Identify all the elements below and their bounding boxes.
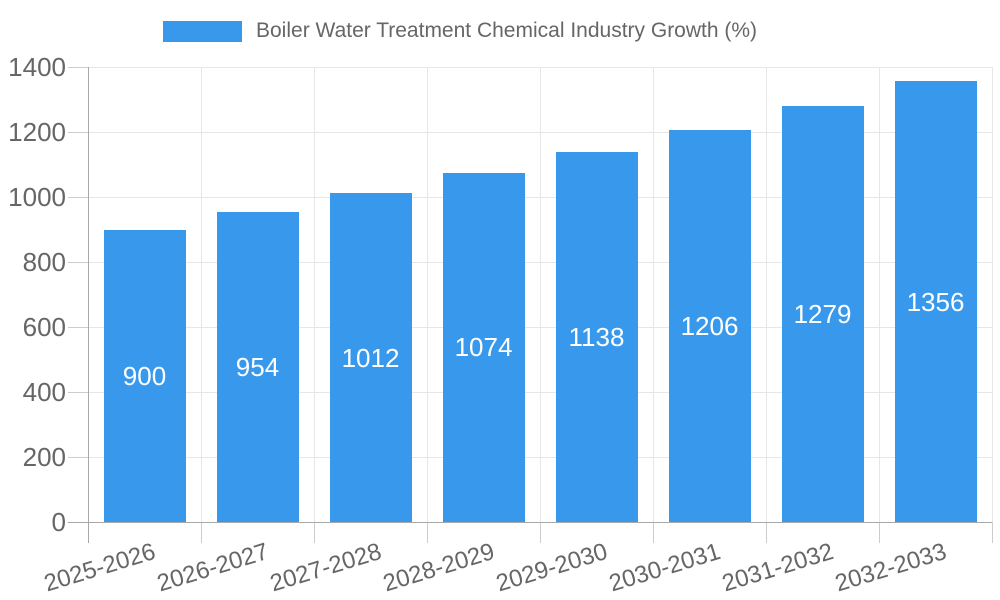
y-axis-tick: [68, 327, 88, 328]
x-tick-label: 2030-2031: [605, 538, 724, 598]
x-axis-tick: [540, 522, 541, 543]
x-axis-line: [68, 522, 992, 523]
legend-swatch: [163, 20, 242, 42]
x-tick-label: 2026-2027: [153, 538, 272, 598]
y-tick-label: 600: [22, 312, 66, 342]
gridline-vertical: [879, 67, 880, 522]
legend-label: Boiler Water Treatment Chemical Industry…: [256, 19, 758, 42]
x-tick-label: 2027-2028: [266, 538, 385, 598]
gridline-vertical: [766, 67, 767, 522]
gridline-vertical: [314, 67, 315, 522]
bar-value-label: 900: [122, 360, 167, 391]
x-axis-tick: [653, 522, 654, 543]
x-tick-label: 2032-2033: [831, 538, 950, 598]
x-axis-tick: [992, 522, 993, 543]
gridline-vertical: [427, 67, 428, 522]
bar: [668, 130, 751, 522]
x-tick-label: 2029-2030: [492, 538, 611, 598]
bar: [329, 193, 412, 522]
x-axis-tick: [314, 522, 315, 543]
x-tick-label: 2031-2032: [718, 538, 837, 598]
y-axis-tick: [68, 457, 88, 458]
legend-item[interactable]: Boiler Water Treatment Chemical Industry…: [163, 19, 757, 43]
y-axis-tick: [68, 67, 88, 68]
bar: [216, 211, 299, 522]
y-tick-label: 1000: [8, 182, 66, 212]
bar-value-label: 1138: [568, 322, 625, 353]
y-tick-label: 1400: [8, 52, 66, 82]
x-axis-tick: [427, 522, 428, 543]
y-tick-label: 800: [22, 247, 66, 277]
bar-value-label: 1012: [341, 342, 400, 373]
y-tick-label: 0: [51, 507, 66, 537]
y-tick-label: 1200: [8, 117, 66, 147]
y-tick-label: 200: [22, 442, 66, 472]
y-tick-label: 400: [22, 377, 66, 407]
y-axis-tick: [68, 132, 88, 133]
x-axis-tick: [201, 522, 202, 543]
bar-value-label: 1279: [793, 299, 852, 330]
bar: [894, 81, 977, 522]
y-axis-tick: [68, 262, 88, 263]
y-axis-tick: [68, 392, 88, 393]
gridline-vertical: [540, 67, 541, 522]
bar-value-label: 1356: [906, 286, 965, 317]
bar-value-label: 1074: [454, 332, 513, 363]
bar: [442, 172, 525, 522]
x-tick-label: 2025-2026: [40, 538, 159, 598]
x-axis-tick: [879, 522, 880, 543]
gridline-vertical: [653, 67, 654, 522]
x-tick-label: 2028-2029: [379, 538, 498, 598]
y-axis-line: [88, 67, 89, 543]
x-axis-tick: [766, 522, 767, 543]
bar: [555, 152, 638, 522]
gridline-vertical: [992, 67, 993, 522]
bar-value-label: 1206: [680, 311, 739, 342]
y-axis-tick: [68, 197, 88, 198]
bar-value-label: 954: [235, 351, 280, 382]
bar: [103, 229, 186, 522]
gridline-vertical: [201, 67, 202, 522]
bar: [781, 106, 864, 522]
